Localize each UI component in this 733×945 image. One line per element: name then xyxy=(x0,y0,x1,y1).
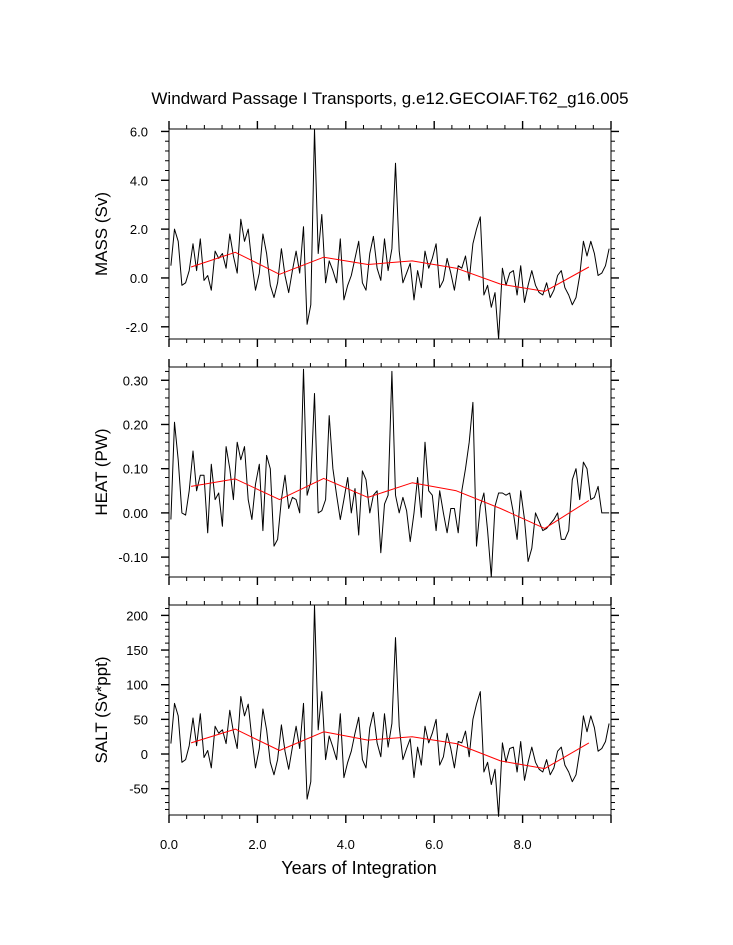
y-tick-label: 200 xyxy=(126,608,148,623)
panel-1: -2.0 0.0 2.0 4.0 6.0 MASS (Sv) xyxy=(92,121,619,347)
y-axis-label: MASS (Sv) xyxy=(92,192,111,276)
y-tick-label: 100 xyxy=(126,678,148,693)
x-tick-label: 6.0 xyxy=(425,837,443,852)
annual-mean-series-line xyxy=(190,251,590,292)
y-tick-label: 4.0 xyxy=(130,173,148,188)
x-tick-label: 0.0 xyxy=(160,837,178,852)
chart-title: Windward Passage I Transports, g.e12.GEC… xyxy=(151,89,628,108)
y-tick-label: 2.0 xyxy=(130,222,148,237)
y-tick-label: 150 xyxy=(126,643,148,658)
y-tick-label: -0.10 xyxy=(118,550,148,565)
y-tick-label: 0.20 xyxy=(123,417,148,432)
y-axis-label: HEAT (PW) xyxy=(92,428,111,515)
y-tick-label: 0 xyxy=(141,747,148,762)
plot-frame xyxy=(168,128,612,340)
y-tick-label: 0.00 xyxy=(123,506,148,521)
x-tick-label: 2.0 xyxy=(248,837,266,852)
monthly-series-line xyxy=(170,604,610,817)
monthly-series-line xyxy=(170,368,610,578)
panel-2: -0.10 0.00 0.10 0.20 0.30 HEAT (PW) xyxy=(92,359,619,585)
panel-3: -50 0 50 100 150 200 0.0 2.0 4.0 6.0 8.0 SALT (Sv*p… xyxy=(92,597,619,878)
plot-frame xyxy=(168,366,612,578)
annual-mean-series-line xyxy=(191,477,590,529)
annual-mean-series-line xyxy=(190,728,590,770)
x-tick-label: 8.0 xyxy=(514,837,532,852)
y-tick-label: 50 xyxy=(134,712,148,727)
x-axis-label: Years of Integration xyxy=(281,858,436,878)
y-tick-label: 0.0 xyxy=(130,271,148,286)
plot-frame xyxy=(168,604,612,816)
y-tick-label: 0.30 xyxy=(123,373,148,388)
y-tick-label: 6.0 xyxy=(130,124,148,139)
x-tick-label: 4.0 xyxy=(337,837,355,852)
y-tick-label: 0.10 xyxy=(123,462,148,477)
y-tick-label: -50 xyxy=(129,782,148,797)
y-axis-label: SALT (Sv*ppt) xyxy=(92,656,111,763)
y-tick-label: -2.0 xyxy=(126,320,148,335)
monthly-series-line xyxy=(170,128,610,340)
